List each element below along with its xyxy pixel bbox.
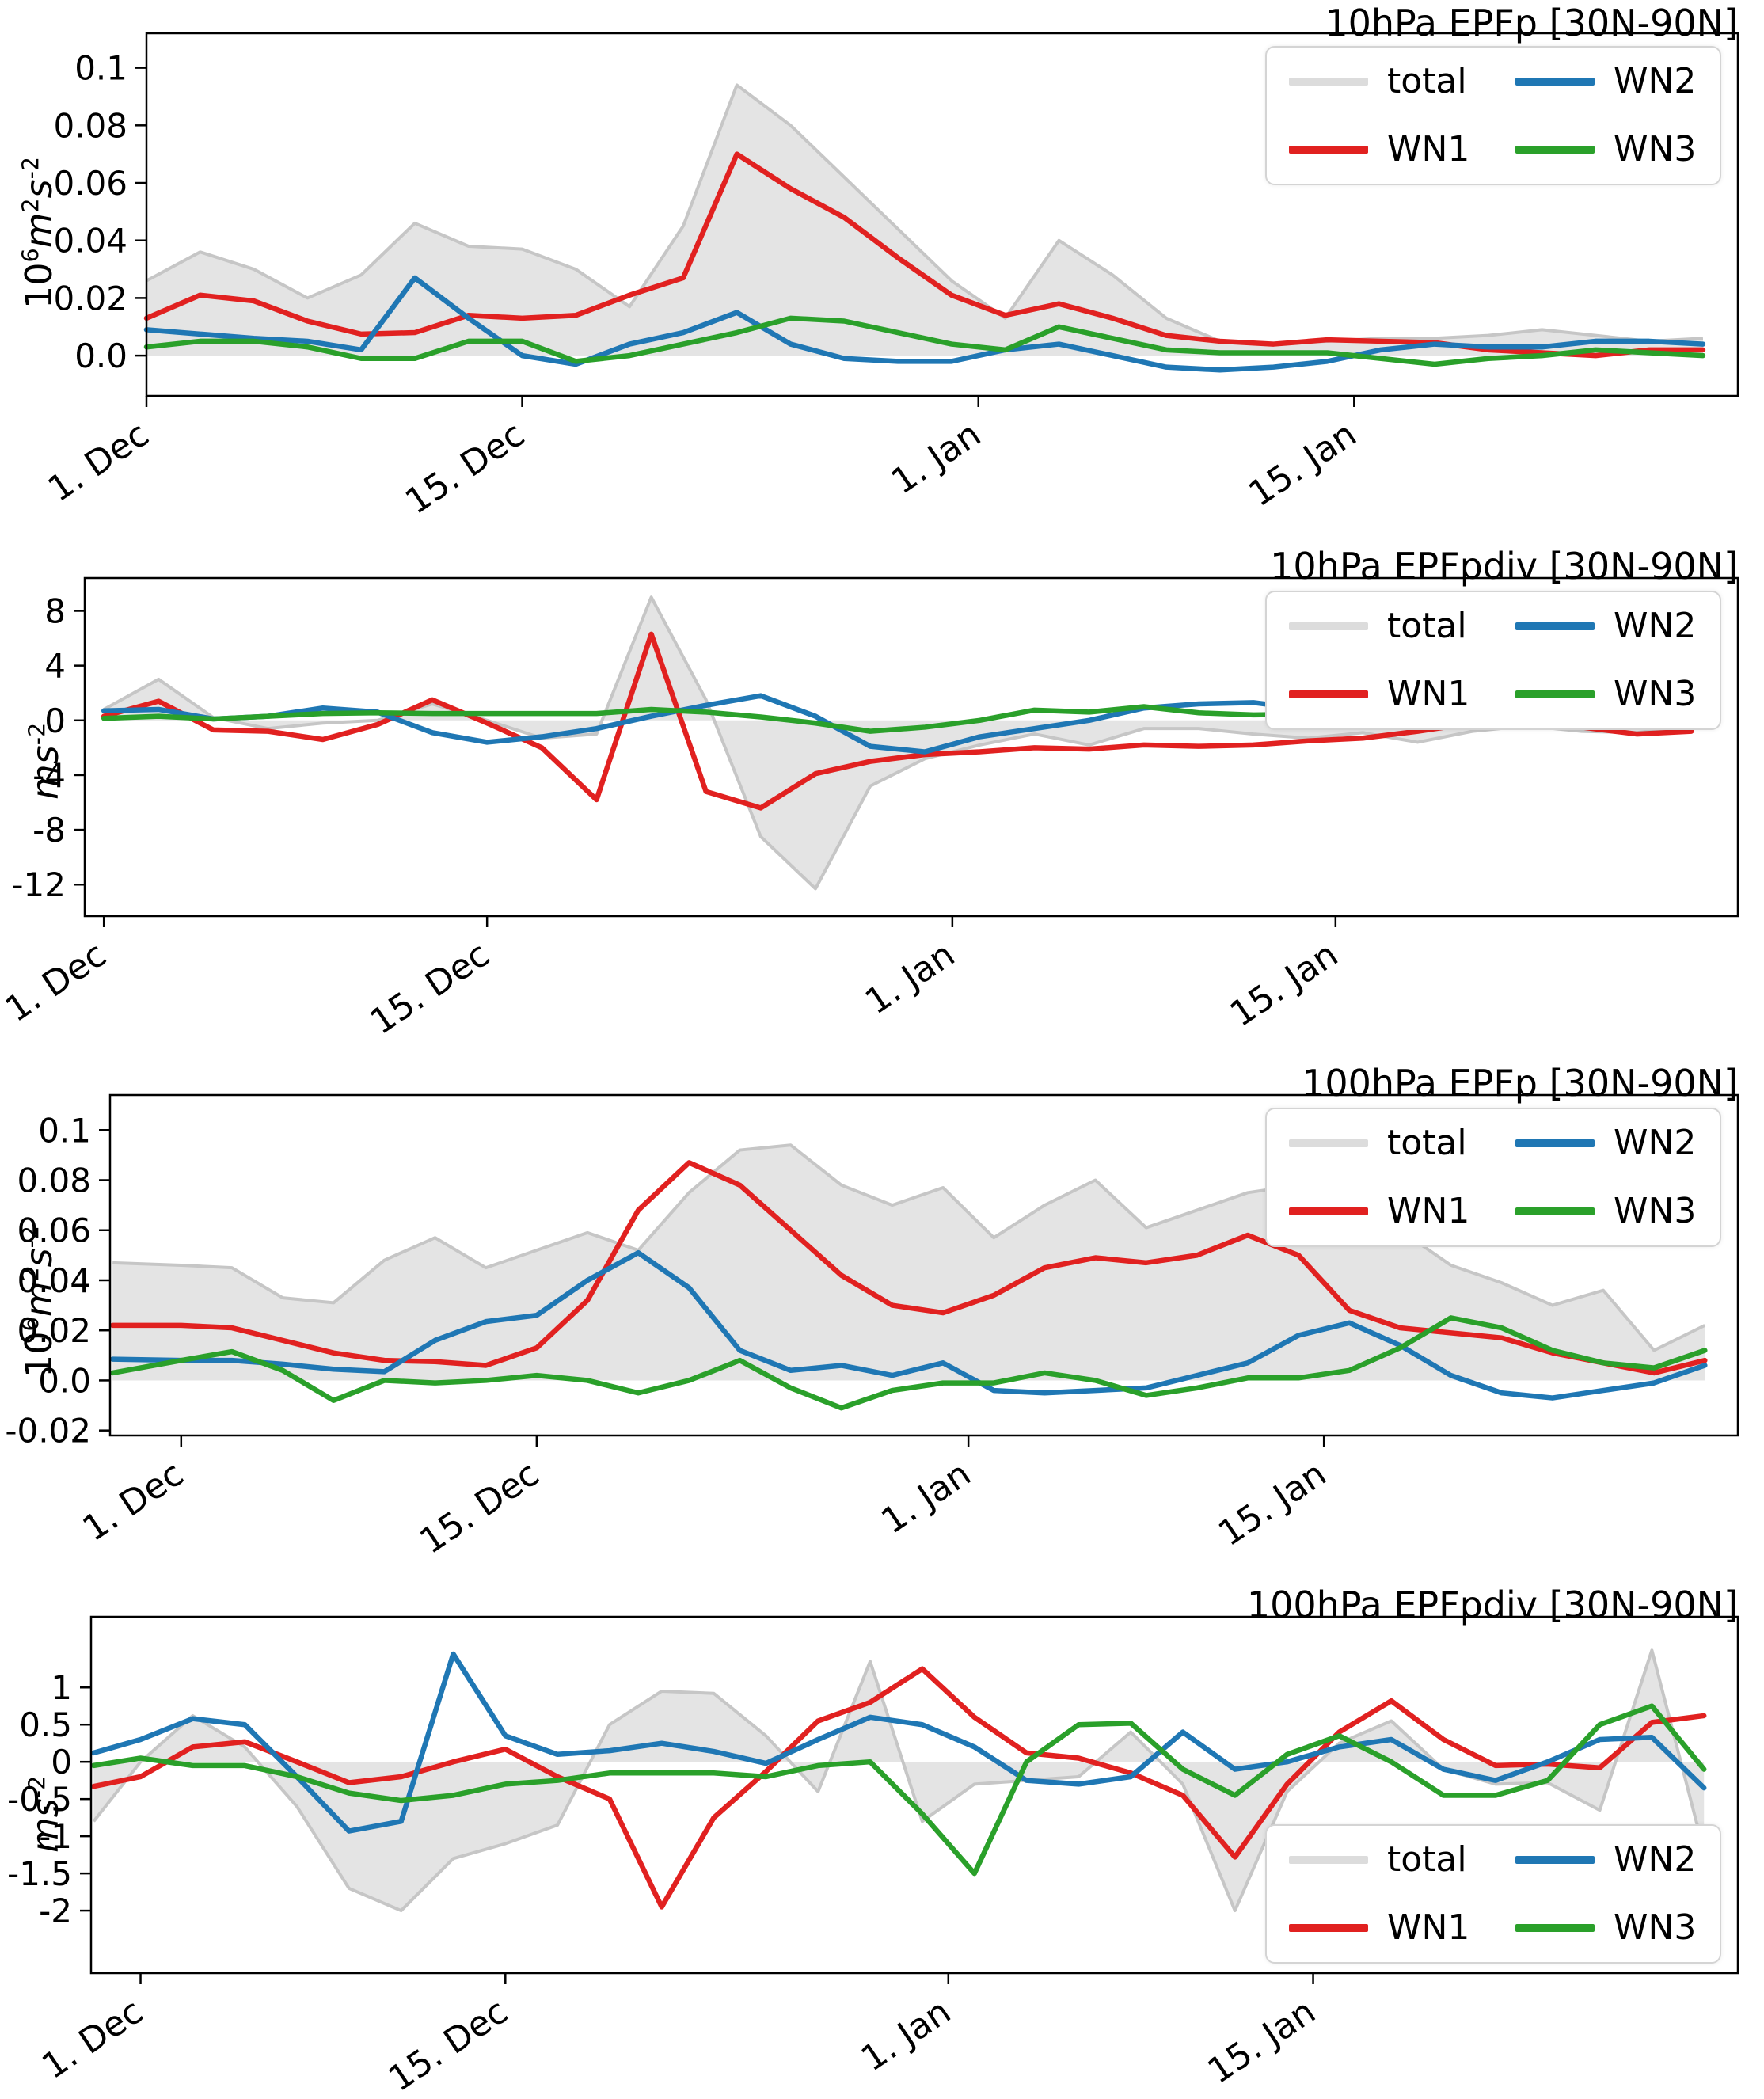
x-tick-label: 15. Jan: [1211, 1454, 1333, 1554]
y-tick-label: 1: [51, 1668, 72, 1707]
axes-frame: [108, 1093, 1739, 1437]
wn3-line: [143, 315, 1706, 367]
wn2-line-swatch: [1515, 1856, 1595, 1864]
total-line: [92, 1648, 1706, 1913]
wn1-line-swatch: [1289, 1207, 1368, 1215]
total-line-swatch: [1289, 622, 1368, 630]
y-tick-label: 0.02: [53, 279, 127, 318]
wn1-line-swatch: [1289, 690, 1368, 698]
legend-item-wn2: WN2: [1493, 64, 1720, 99]
y-tick-label: 0.1: [38, 1111, 91, 1150]
x-tick-label: 15. Jan: [1200, 1991, 1322, 2092]
y-tick-label: 0.08: [17, 1162, 91, 1200]
panel-1-y-axis-label: 106m2s-2: [17, 156, 60, 309]
y-tick-label: 0.06: [53, 164, 127, 203]
y-tick-label: -0.5: [7, 1780, 72, 1819]
wn1-line-swatch: [1289, 146, 1368, 154]
legend-item-total: total: [1267, 64, 1493, 99]
y-tick-label: 0.02: [17, 1311, 91, 1350]
x-tick-label: 1. Jan: [884, 414, 988, 503]
y-tick-label: -1: [39, 1817, 72, 1856]
panel-3-y-axis-label: 106m2s-2: [17, 1225, 60, 1378]
y-tick-label: 0: [51, 1743, 72, 1781]
panel-2-y-axis-label: ms-2: [24, 722, 67, 800]
total-line-swatch: [1289, 78, 1368, 86]
y-tick-label: 0.0: [38, 1361, 91, 1400]
total-line: [112, 1143, 1706, 1352]
y-tick-label: -4: [32, 756, 66, 795]
axes-frame: [83, 576, 1739, 918]
wn2-line-swatch: [1515, 1139, 1595, 1147]
y-tick-label: 8: [44, 591, 66, 630]
total-line: [146, 83, 1704, 346]
total-line-swatch: [1289, 1856, 1368, 1864]
x-tick-label: 1. Dec: [75, 1454, 191, 1550]
panel-1-title: 10hPa EPFp [30N-90N]: [1325, 2, 1738, 44]
axes-frame: [89, 1615, 1739, 1975]
y-tick-label: 0.04: [17, 1261, 91, 1300]
wn3-line-swatch: [1515, 1924, 1595, 1932]
wn2-line-swatch: [1515, 622, 1595, 630]
x-tick-label: 15. Jan: [1223, 934, 1345, 1035]
wn3-line-swatch: [1515, 1207, 1595, 1215]
x-tick-label: 1. Dec: [41, 414, 157, 510]
wn3-line-swatch: [1515, 146, 1595, 154]
legend-item-wn1: WN1: [1267, 132, 1493, 167]
total-band: [146, 85, 1703, 356]
panel-4-title: 100hPa EPFpdiv [30N-90N]: [1246, 1584, 1738, 1626]
panel-2-title: 10hPa EPFpdiv [30N-90N]: [1270, 545, 1738, 587]
x-tick-label: 15. Dec: [412, 1454, 546, 1562]
x-tick-label: 1. Dec: [35, 1991, 150, 2087]
y-tick-label: 0: [44, 702, 66, 740]
wn3-line: [109, 1315, 1708, 1411]
wn3-line-swatch: [1515, 690, 1595, 698]
panel-4-y-axis-label: ms-2: [24, 1775, 67, 1853]
x-tick-label: 15. Dec: [398, 414, 532, 523]
y-tick-label: 0.08: [53, 106, 127, 145]
x-tick-label: 15. Dec: [363, 934, 497, 1043]
y-tick-label: 0.0: [74, 337, 127, 375]
total-line-swatch: [1289, 1139, 1368, 1147]
wn2-line: [109, 1249, 1708, 1401]
x-tick-label: 15. Jan: [1241, 414, 1363, 515]
panel-4-legend: total WN2 WN1 WN3: [1265, 1824, 1721, 1964]
y-tick-label: -0.02: [5, 1412, 91, 1451]
wn1-line: [109, 1160, 1708, 1376]
total-band: [104, 597, 1692, 889]
y-tick-label: 4: [44, 647, 66, 686]
x-tick-label: 1. Jan: [874, 1454, 978, 1542]
y-tick-label: 0.5: [19, 1705, 72, 1744]
x-tick-label: 1. Jan: [854, 1991, 958, 2080]
panel-3-legend: total WN2 WN1 WN3: [1265, 1108, 1721, 1247]
wn1-line-swatch: [1289, 1924, 1368, 1932]
panel-3-title: 100hPa EPFp [30N-90N]: [1302, 1062, 1738, 1105]
y-tick-label: -2: [39, 1892, 72, 1930]
wn2-line-swatch: [1515, 78, 1595, 86]
wn2-line: [143, 275, 1706, 373]
y-tick-label: 0.06: [17, 1211, 91, 1250]
axes-frame: [145, 32, 1739, 397]
wn2-line: [91, 1651, 1707, 1834]
wn1-line: [91, 1666, 1707, 1910]
total-line: [103, 595, 1692, 891]
y-tick-label: 0.04: [53, 222, 127, 260]
x-tick-label: 15. Dec: [382, 1991, 515, 2099]
x-tick-label: 1. Dec: [0, 934, 113, 1030]
y-tick-label: -8: [32, 811, 66, 850]
x-tick-label: 1. Jan: [858, 934, 962, 1023]
y-tick-label: -12: [11, 865, 66, 904]
panel-2-legend: total WN2 WN1 WN3: [1265, 591, 1721, 730]
y-tick-label: -1.5: [7, 1854, 72, 1893]
wn3-line: [91, 1703, 1707, 1877]
panel-1-legend: total WN2 WN1 WN3: [1265, 46, 1721, 185]
legend-item-wn3: WN3: [1493, 132, 1720, 167]
y-tick-label: 0.1: [74, 49, 127, 88]
